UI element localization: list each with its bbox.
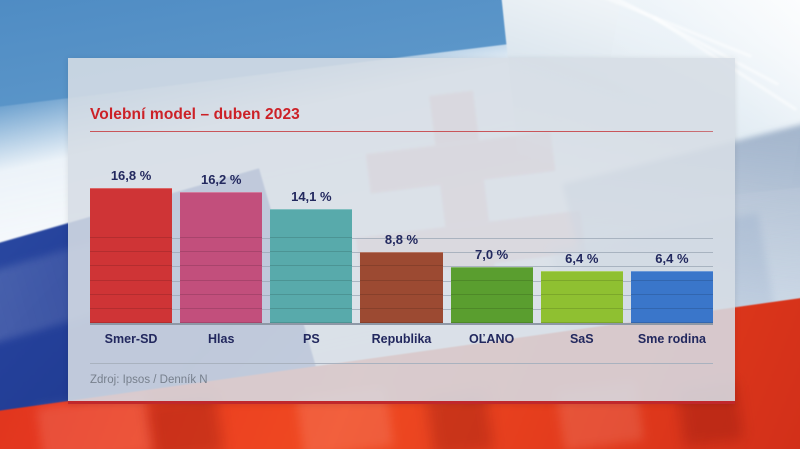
bar-value-label: 7,0 % <box>475 247 509 262</box>
bar-category-label: Republika <box>371 332 432 346</box>
bar-ridge <box>540 308 623 309</box>
bar-value-label: 6,4 % <box>655 251 689 266</box>
bar-category-label: Hlas <box>208 332 235 346</box>
bar-ridge <box>360 308 443 309</box>
bar-ridge <box>360 293 443 295</box>
bar-ridge <box>540 293 623 295</box>
bar-ridge <box>360 322 443 324</box>
bar[interactable] <box>540 271 623 324</box>
bar-ridge <box>180 322 263 324</box>
bar-ridge <box>270 322 353 324</box>
bar-value-label: 14,1 % <box>291 189 332 204</box>
bar-value-label: 16,8 % <box>110 168 152 183</box>
bar-ridge <box>270 279 353 281</box>
bar-ridge <box>90 265 173 267</box>
bar-group[interactable]: 6,4 % SaS <box>540 251 623 346</box>
bar-series: 16,8 % Smer-SD 16,2 % Hlas 14,1 % PS 8,8 % Repu… <box>90 168 713 346</box>
bar-category-label: SaS <box>569 332 594 346</box>
bar-ridge <box>90 251 173 253</box>
bar-ridge <box>450 293 533 295</box>
bar-ridge <box>630 322 713 324</box>
bar[interactable] <box>630 271 713 324</box>
bar-group[interactable]: 8,8 % Republika <box>360 232 443 346</box>
gridline <box>90 238 713 239</box>
bar-ridge <box>540 322 623 324</box>
bar-category-label: PS <box>303 332 320 346</box>
bar[interactable] <box>180 192 263 324</box>
bar-ridge <box>180 265 263 267</box>
bar-ridge <box>180 293 263 295</box>
bar-ridge <box>90 322 173 324</box>
page-title: Volební model – duben 2023 <box>90 106 300 123</box>
bar[interactable] <box>270 209 353 324</box>
bar-ridge <box>630 279 713 281</box>
bar-category-label: OĽANO <box>469 332 515 346</box>
bar-ridge <box>540 279 623 281</box>
bar-ridge <box>90 293 173 295</box>
bar-group[interactable]: 6,4 % Sme rodina <box>630 251 713 346</box>
bar-ridge <box>270 308 353 309</box>
bar-ridge <box>270 237 353 238</box>
bar-ridge <box>270 251 353 253</box>
bar-ridge <box>270 265 353 267</box>
bar-group[interactable]: 7,0 % OĽANO <box>450 247 533 346</box>
bar-category-label: Sme rodina <box>637 332 706 346</box>
footer-divider <box>90 363 713 364</box>
bar-value-label: 8,8 % <box>384 232 419 247</box>
bar[interactable] <box>90 188 173 324</box>
bar-ridge <box>90 237 173 238</box>
bar[interactable] <box>360 252 443 324</box>
bar-ridge <box>360 279 443 281</box>
bar-value-label: 6,4 % <box>565 251 599 266</box>
bar-ridge <box>450 279 533 281</box>
bar-value-label: 16,2 % <box>200 172 242 187</box>
bar-category-label: Smer-SD <box>104 332 158 346</box>
bar-ridge <box>270 293 353 295</box>
bar-ridge <box>630 308 713 309</box>
bar-group[interactable]: 16,2 % Hlas <box>180 172 263 346</box>
bar-ridge <box>450 308 533 309</box>
title-divider <box>90 131 713 132</box>
chart-panel: Volební model – duben 2023 16,8 % Smer-SD… <box>68 58 735 404</box>
bar-ridge <box>450 322 533 324</box>
bar-ridge <box>360 265 443 267</box>
bar-ridge <box>180 237 263 238</box>
bar[interactable] <box>450 267 533 324</box>
bar-ridge <box>90 308 173 309</box>
bar-group[interactable]: 14,1 % PS <box>270 189 353 346</box>
bar-group[interactable]: 16,8 % Smer-SD <box>90 168 173 346</box>
bar-ridge <box>180 308 263 309</box>
bar-ridge <box>180 251 263 253</box>
source-note: Zdroj: Ipsos / Denník N <box>90 374 208 386</box>
bar-ridge <box>90 279 173 281</box>
x-axis-line <box>90 323 713 325</box>
bar-ridge <box>180 279 263 281</box>
bar-ridge <box>630 293 713 295</box>
